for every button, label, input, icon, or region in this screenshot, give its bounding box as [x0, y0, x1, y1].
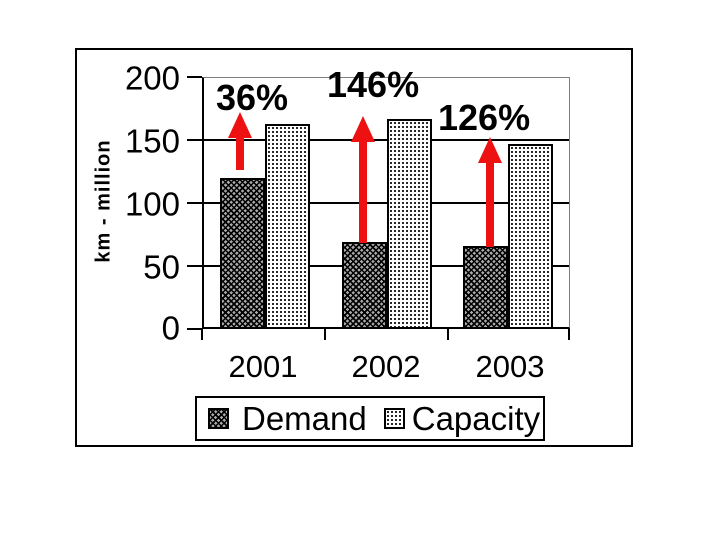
legend-label-capacity: Capacity [411, 400, 541, 437]
y-tick-label-0: 0 [161, 309, 180, 347]
x-tick-mark [201, 329, 203, 340]
y-tick-label-150: 150 [124, 122, 180, 160]
category-group-2001 [204, 78, 326, 327]
legend: Demand Capacity [195, 396, 545, 441]
capacity-swatch-icon [383, 408, 405, 429]
y-tick-label-100: 100 [124, 185, 180, 223]
legend-label-demand: Demand [242, 400, 367, 437]
x-tick-label-2003: 2003 [475, 349, 545, 384]
category-group-2003 [447, 78, 569, 327]
y-tick-mark [187, 265, 202, 267]
growth-arrow-icon-2001 [228, 112, 252, 170]
y-tick-label-200: 200 [124, 59, 180, 97]
x-tick-label-2002: 2002 [351, 349, 421, 384]
growth-arrow-icon-2003 [478, 137, 502, 247]
y-tick-mark [187, 328, 202, 330]
demand-bar-2001 [219, 178, 265, 327]
percent-label-2001: 36% [216, 77, 289, 118]
growth-arrow-icon-2002 [351, 116, 375, 243]
demand-bar-2002 [341, 242, 387, 327]
percent-label-2002: 146% [327, 64, 420, 105]
y-tick-mark [187, 139, 202, 141]
capacity-bar-2002 [386, 119, 432, 327]
demand-swatch-icon [208, 408, 229, 429]
y-tick-mark [187, 76, 202, 78]
x-tick-label-2001: 2001 [228, 349, 298, 384]
x-tick-mark [324, 329, 326, 340]
capacity-bar-2001 [264, 124, 310, 327]
percent-label-2003: 126% [438, 97, 531, 138]
x-tick-mark [568, 329, 570, 340]
demand-bar-2003 [463, 246, 509, 327]
y-tick-mark [187, 202, 202, 204]
plot-area [202, 77, 570, 329]
y-tick-label-50: 50 [143, 248, 180, 286]
category-group-2002 [326, 78, 448, 327]
capacity-bar-2003 [508, 144, 554, 327]
x-tick-mark [447, 329, 449, 340]
